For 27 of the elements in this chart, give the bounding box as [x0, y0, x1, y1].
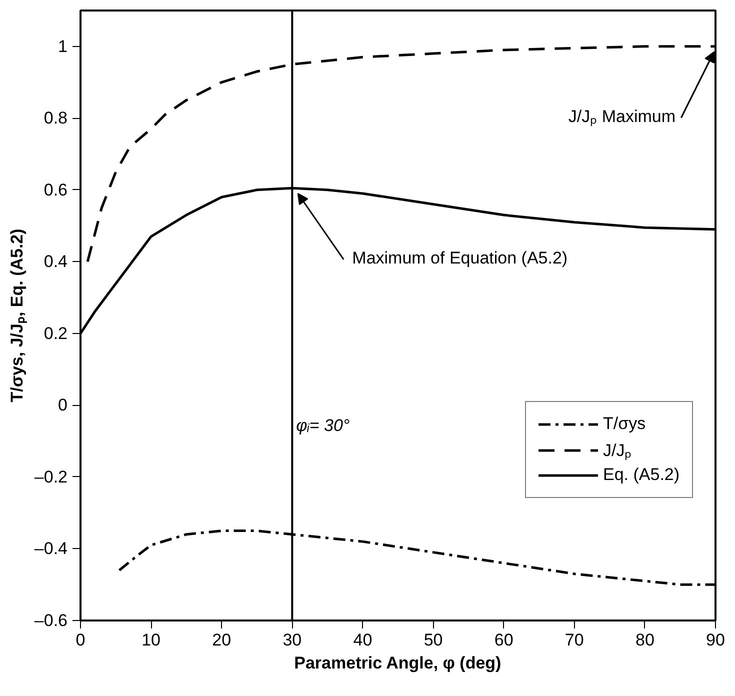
- x-tick-label: 0: [76, 630, 86, 650]
- x-tick-label: 10: [142, 630, 161, 650]
- annotation: J/Jₚ Maximum: [568, 106, 676, 127]
- x-tick-label: 50: [424, 630, 443, 650]
- x-tick-label: 40: [353, 630, 372, 650]
- ref-line-label: φᵢ= 30°: [296, 416, 350, 436]
- y-tick-label: 0.2: [44, 324, 68, 343]
- y-tick-label: 0.4: [44, 252, 68, 272]
- y-tick-label: 0: [58, 396, 68, 415]
- x-tick-label: 30: [282, 630, 302, 650]
- legend-label: Eq. (A5.2): [603, 465, 680, 485]
- legend-label: J/Jₚ: [603, 440, 632, 461]
- y-tick-label: 1: [58, 36, 68, 56]
- y-tick-label: –0.6: [34, 611, 68, 630]
- x-tick-label: 90: [706, 630, 725, 650]
- x-tick-label: 60: [494, 630, 514, 650]
- y-tick-label: 0.8: [44, 108, 68, 128]
- x-axis-title: Parametric Angle, φ (deg): [294, 654, 502, 672]
- x-tick-label: 70: [564, 630, 584, 650]
- annotation: Maximum of Equation (A5.2): [352, 248, 568, 268]
- legend-label: T/σys: [603, 414, 646, 434]
- x-tick-label: 20: [212, 630, 232, 650]
- x-tick-label: 80: [635, 630, 654, 650]
- y-tick-label: 0.6: [44, 180, 68, 200]
- y-tick-label: –0.4: [34, 539, 68, 558]
- y-tick-label: –0.2: [34, 467, 68, 486]
- y-axis-title: T/σys, J/Jₚ, Eq. (A5.2): [7, 228, 28, 402]
